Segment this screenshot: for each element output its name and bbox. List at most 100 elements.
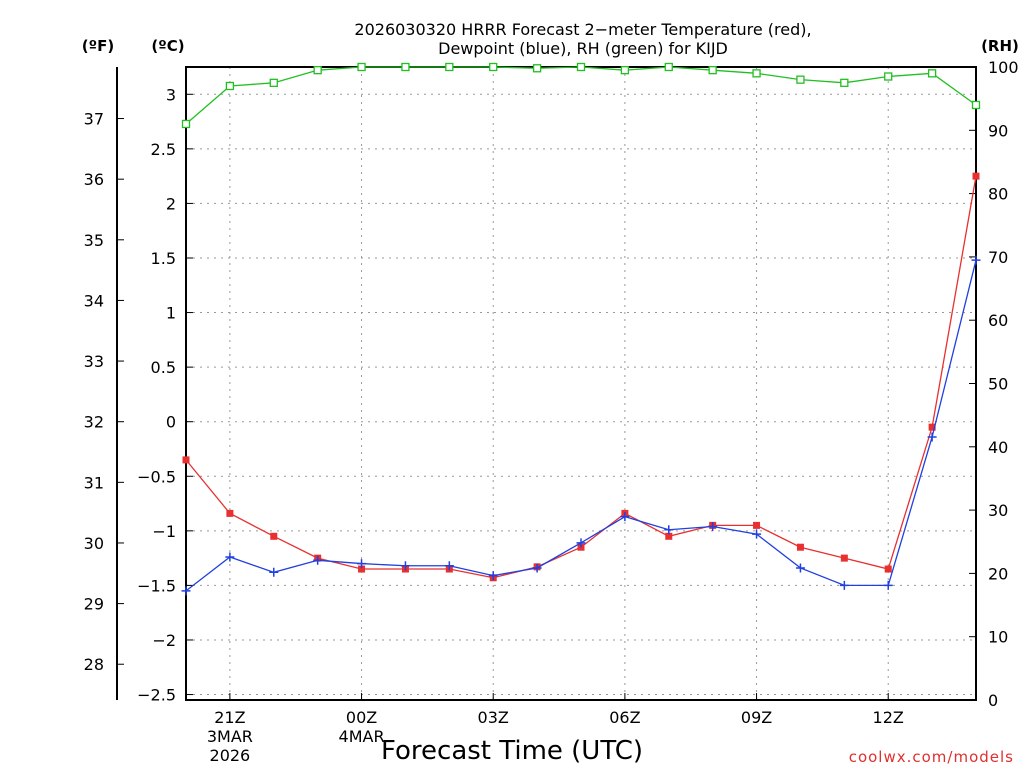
rh-tick-label: 20: [988, 564, 1008, 583]
rh-point: [620, 66, 630, 75]
dewpoint-series: [181, 255, 981, 596]
time-tick-label: 12Z: [873, 708, 904, 727]
celsius-tick-label: 0.5: [151, 358, 176, 377]
fahrenheit-tick-label: 32: [84, 413, 104, 432]
grid-lines: [186, 67, 976, 700]
rh-tick-label: 10: [988, 628, 1008, 647]
temperature-point: [270, 532, 278, 540]
rh-point: [884, 72, 893, 81]
celsius-tick-label: 3: [166, 85, 176, 104]
rh-tick-label: 60: [988, 311, 1008, 330]
rh-point: [313, 66, 322, 75]
fahrenheit-tick-label: 29: [84, 595, 104, 614]
credit-text: coolwx.com/models: [849, 748, 1014, 766]
rh-tick-label: 40: [988, 438, 1008, 457]
celsius-tick-label: 2: [166, 194, 176, 213]
rh-point: [971, 100, 981, 110]
time-tick-label: 06Z: [609, 708, 640, 727]
rh-tick-label: 30: [988, 501, 1008, 520]
dewpoint-point: [620, 512, 630, 522]
dewpoint-point: [883, 580, 893, 590]
fahrenheit-axis: 28 29 30 31 32 33 34 35 36 37: [84, 110, 124, 674]
dewpoint-point: [795, 563, 805, 573]
dewpoint-point: [488, 571, 498, 581]
celsius-axis: −2.5 −2 −1.5 −1 −0.5 0 0.5 1 1.5 2 2.5 3: [137, 85, 193, 705]
temperature-point: [972, 172, 980, 180]
rh-axis: 0 10 20 30 40 50 60 70 80 90 100: [969, 58, 1019, 710]
rh-point: [532, 64, 542, 73]
rh-point: [708, 66, 717, 75]
temperature-point: [753, 521, 761, 529]
temperature-series: [182, 172, 980, 582]
celsius-unit-label: (ºC): [151, 37, 184, 55]
dewpoint-point: [400, 561, 410, 571]
temperature-point: [796, 543, 804, 551]
year-label: 2026: [210, 746, 251, 765]
fahrenheit-tick-label: 30: [84, 534, 104, 553]
fahrenheit-tick-label: 31: [84, 473, 104, 492]
rh-point: [401, 62, 410, 72]
date-label: 4MAR: [339, 727, 385, 746]
dewpoint-point: [576, 538, 586, 548]
rh-point: [225, 81, 235, 91]
rh-unit-label: (RH): [981, 37, 1019, 55]
rh-point: [269, 78, 278, 87]
rh-point: [664, 62, 673, 72]
rh-tick-label: 50: [988, 375, 1008, 394]
rh-point: [752, 69, 761, 78]
fahrenheit-tick-label: 28: [84, 655, 104, 674]
rh-tick-label: 70: [988, 248, 1008, 267]
temperature-point: [928, 423, 936, 431]
dewpoint-point: [708, 521, 718, 531]
dewpoint-point: [664, 525, 674, 535]
dewpoint-point: [225, 552, 235, 562]
fahrenheit-tick-label: 34: [84, 291, 104, 310]
date-label: 3MAR: [207, 727, 253, 746]
dewpoint-point: [927, 432, 937, 442]
dewpoint-point: [752, 529, 762, 539]
rh-point: [840, 78, 849, 87]
temperature-point: [665, 532, 673, 540]
celsius-tick-label: −1.5: [137, 576, 176, 595]
rh-tick-label: 100: [988, 58, 1019, 77]
celsius-tick-label: −2.5: [137, 686, 176, 705]
rh-point: [489, 62, 498, 72]
dewpoint-point: [357, 559, 367, 569]
dewpoint-point: [444, 561, 454, 571]
fahrenheit-tick-label: 37: [84, 110, 104, 129]
dewpoint-point: [181, 586, 191, 596]
celsius-tick-label: 1.5: [151, 249, 176, 268]
dewpoint-point: [532, 563, 542, 573]
dewpoint-point: [971, 255, 981, 265]
rh-series: [181, 62, 981, 129]
celsius-tick-label: 2.5: [151, 140, 176, 159]
rh-point: [445, 62, 454, 72]
plot-frame: [185, 66, 977, 701]
fahrenheit-tick-label: 35: [84, 231, 104, 250]
rh-point: [576, 62, 586, 72]
time-tick-label: 21Z: [214, 708, 245, 727]
rh-tick-label: 0: [988, 691, 998, 710]
fahrenheit-unit-label: (ºF): [82, 37, 114, 55]
rh-point: [796, 75, 805, 84]
chart-title-line2: Dewpoint (blue), RH (green) for KIJD: [438, 39, 728, 58]
temperature-point: [884, 565, 892, 573]
celsius-tick-label: 0: [166, 413, 176, 432]
rh-point: [181, 119, 191, 129]
time-tick-label: 00Z: [346, 708, 377, 727]
celsius-tick-label: −1: [152, 522, 176, 541]
dewpoint-point: [313, 555, 323, 565]
celsius-tick-label: 1: [166, 304, 176, 323]
temperature-point: [226, 509, 234, 517]
fahrenheit-tick-label: 33: [84, 352, 104, 371]
series-layer: [181, 62, 981, 596]
dewpoint-point: [839, 580, 849, 590]
x-axis-title: Forecast Time (UTC): [381, 736, 643, 766]
fahrenheit-tick-label: 36: [84, 170, 104, 189]
temperature-point: [182, 456, 190, 464]
dewpoint-point: [269, 567, 279, 577]
rh-point: [357, 62, 366, 72]
rh-tick-label: 80: [988, 185, 1008, 204]
